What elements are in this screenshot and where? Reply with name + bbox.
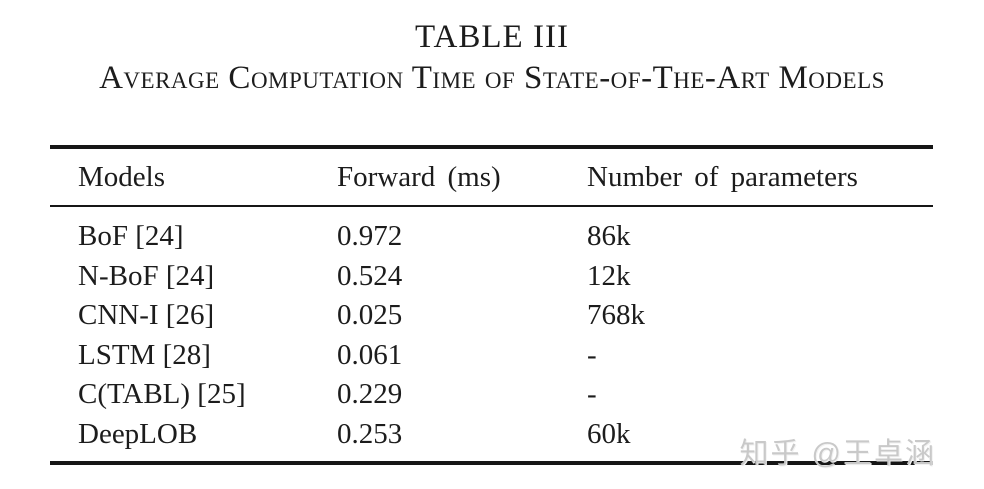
table-header-row: Models Forward (ms) Number of parameters <box>50 149 933 207</box>
forward-cell: 0.061 <box>337 338 403 371</box>
model-cell: CNN-I [26] <box>78 299 215 332</box>
table-row: C(TABL) [25] 0.229 - <box>50 375 933 415</box>
table-caption: TABLE III Average Computation Time of St… <box>0 18 984 100</box>
table-row: BoF [24] 0.972 86k <box>50 217 933 257</box>
table-row: N-BoF [24] 0.524 12k <box>50 257 933 297</box>
forward-cell: 0.524 <box>337 259 403 292</box>
params-cell: 86k <box>587 220 631 253</box>
column-header-forward: Forward (ms) <box>337 160 501 193</box>
forward-cell: 0.025 <box>337 299 403 332</box>
column-header-params: Number of parameters <box>587 160 858 193</box>
forward-cell: 0.972 <box>337 220 403 253</box>
column-header-models: Models <box>78 160 165 193</box>
table-row: DeepLOB 0.253 60k <box>50 415 933 455</box>
table-number: TABLE III <box>415 19 569 55</box>
table-row: CNN-I [26] 0.025 768k <box>50 296 933 336</box>
forward-cell: 0.253 <box>337 417 403 450</box>
model-cell: N-BoF [24] <box>78 259 215 292</box>
forward-cell: 0.229 <box>337 378 403 411</box>
table-title: Average Computation Time of State-of-The… <box>99 60 885 96</box>
model-cell: C(TABL) [25] <box>78 378 246 411</box>
model-cell: BoF [24] <box>78 220 184 253</box>
params-cell: - <box>587 378 597 411</box>
zhihu-watermark: 知乎 @王卓涵 <box>739 438 936 470</box>
table-row: LSTM [28] 0.061 - <box>50 336 933 376</box>
params-cell: 768k <box>587 299 645 332</box>
model-cell: DeepLOB <box>78 417 198 450</box>
computation-time-table: Models Forward (ms) Number of parameters… <box>50 145 933 465</box>
model-cell: LSTM [28] <box>78 338 211 371</box>
params-cell: - <box>587 338 597 371</box>
table-body: BoF [24] 0.972 86k N-BoF [24] 0.524 12k … <box>50 207 933 461</box>
params-cell: 12k <box>587 259 631 292</box>
params-cell: 60k <box>587 417 631 450</box>
